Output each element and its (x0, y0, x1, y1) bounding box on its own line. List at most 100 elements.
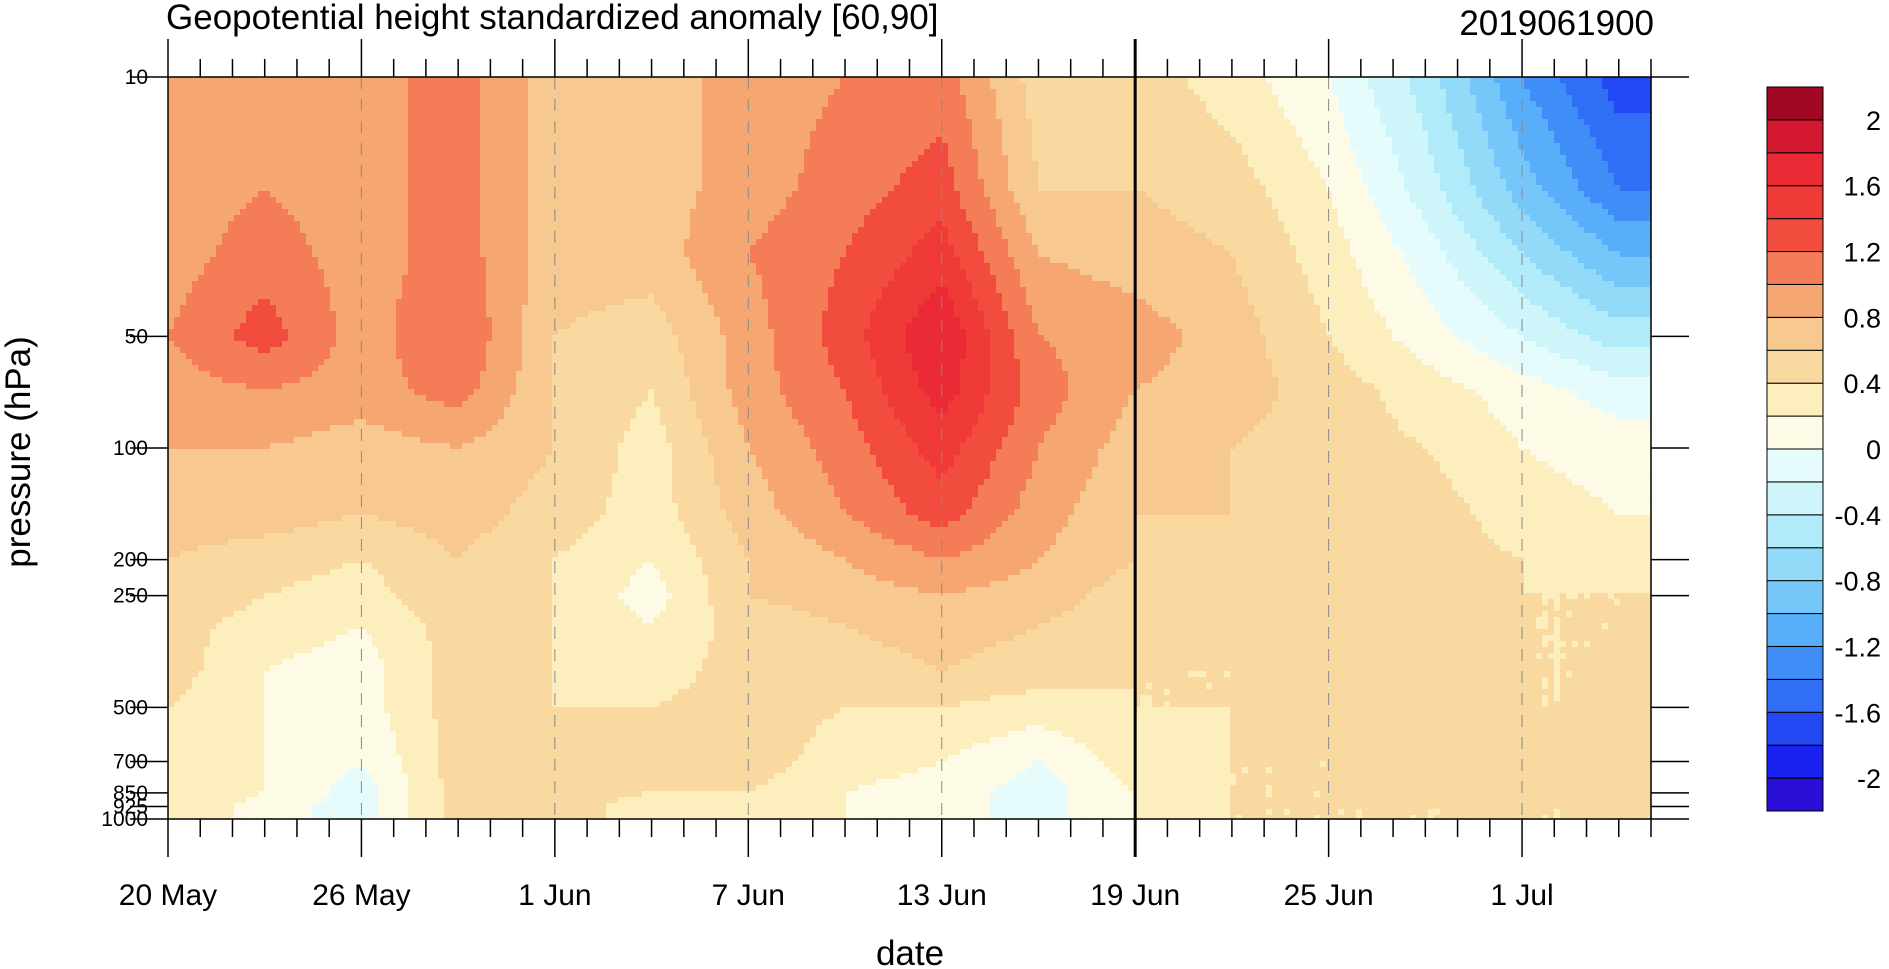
field-cell (180, 185, 187, 192)
field-cell (186, 89, 193, 96)
field-cell (258, 323, 265, 330)
field-cell (306, 431, 313, 438)
field-cell (318, 635, 325, 642)
field-cell (276, 149, 283, 156)
field-cell (324, 263, 331, 270)
field-cell (336, 809, 343, 816)
field-cell (348, 317, 355, 324)
field-cell (336, 725, 343, 732)
field-cell (342, 725, 349, 732)
field-cell (180, 425, 187, 432)
field-cell (336, 593, 343, 600)
field-cell (324, 239, 331, 246)
field-cell (216, 689, 223, 696)
field-cell (384, 473, 391, 480)
field-cell (240, 707, 247, 714)
field-cell (186, 305, 193, 312)
field-cell (312, 275, 319, 282)
field-cell (228, 173, 235, 180)
field-cell (252, 239, 259, 246)
field-cell (408, 197, 415, 204)
field-cell (222, 497, 229, 504)
field-cell (384, 449, 391, 456)
field-cell (204, 695, 211, 702)
field-cell (378, 455, 385, 462)
field-cell (252, 125, 259, 132)
field-cell (348, 377, 355, 384)
field-cell (300, 797, 307, 804)
field-cell (288, 521, 295, 528)
field-cell (396, 689, 403, 696)
field-cell (306, 107, 313, 114)
field-cell (288, 485, 295, 492)
field-cell (294, 149, 301, 156)
field-cell (204, 677, 211, 684)
field-cell (234, 293, 241, 300)
field-cell (186, 671, 193, 678)
field-cell (222, 491, 229, 498)
field-cell (198, 719, 205, 726)
field-cell (192, 761, 199, 768)
field-cell (384, 479, 391, 486)
field-cell (336, 533, 343, 540)
field-cell (366, 389, 373, 396)
field-cell (306, 755, 313, 762)
field-cell (228, 803, 235, 810)
field-cell (402, 647, 409, 654)
field-cell (384, 131, 391, 138)
field-cell (174, 791, 181, 798)
field-cell (282, 791, 289, 798)
field-cell (228, 545, 235, 552)
field-cell (408, 257, 415, 264)
field-cell (318, 335, 325, 342)
field-cell (354, 569, 361, 576)
field-cell (366, 797, 373, 804)
field-cell (312, 239, 319, 246)
field-cell (366, 509, 373, 516)
field-cell (276, 779, 283, 786)
field-cell (312, 731, 319, 738)
field-cell (204, 563, 211, 570)
field-cell (348, 395, 355, 402)
field-cell (204, 815, 211, 820)
field-cell (312, 737, 319, 744)
field-cell (192, 659, 199, 666)
field-cell (312, 689, 319, 696)
field-cell (390, 389, 397, 396)
field-cell (372, 263, 379, 270)
field-cell (330, 743, 337, 750)
field-cell (408, 239, 415, 246)
field-cell (318, 275, 325, 282)
field-cell (180, 197, 187, 204)
field-cell (264, 479, 271, 486)
field-cell (282, 377, 289, 384)
field-cell (288, 143, 295, 150)
field-cell (324, 401, 331, 408)
field-cell (216, 521, 223, 528)
field-cell (288, 695, 295, 702)
field-cell (276, 131, 283, 138)
field-cell (318, 305, 325, 312)
field-cell (402, 557, 409, 564)
field-cell (390, 515, 397, 522)
field-cell (342, 317, 349, 324)
field-cell (168, 515, 175, 522)
field-cell (378, 449, 385, 456)
field-cell (264, 203, 271, 210)
field-cell (168, 77, 175, 84)
field-cell (306, 491, 313, 498)
field-cell (276, 191, 283, 198)
field-cell (306, 317, 313, 324)
field-cell (294, 569, 301, 576)
field-cell (384, 257, 391, 264)
field-cell (216, 503, 223, 510)
field-cell (264, 275, 271, 282)
field-cell (360, 311, 367, 318)
field-cell (318, 251, 325, 258)
field-cell (276, 623, 283, 630)
field-cell (324, 761, 331, 768)
field-cell (294, 269, 301, 276)
field-cell (228, 191, 235, 198)
field-cell (234, 659, 241, 666)
field-cell (372, 329, 379, 336)
